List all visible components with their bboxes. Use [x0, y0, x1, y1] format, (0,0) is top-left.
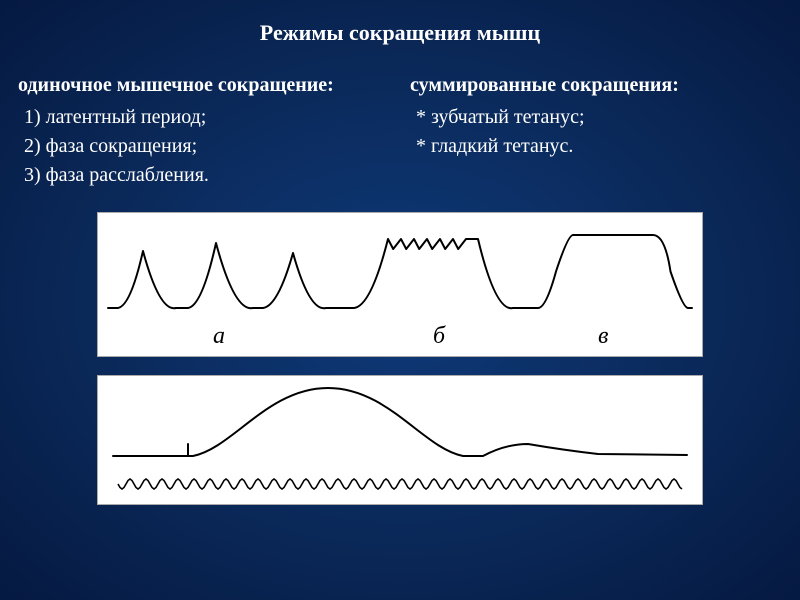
right-heading: суммированные сокращения: — [410, 74, 790, 97]
left-item-1: 1) латентный период; — [18, 103, 398, 132]
content-columns: одиночное мышечное сокращение: 1) латент… — [10, 74, 790, 190]
slide-title: Режимы сокращения мышц — [10, 20, 790, 46]
svg-text:а: а — [213, 323, 225, 349]
right-item-2: * гладкий тетанус. — [410, 132, 790, 161]
figure-2-single-twitch — [97, 375, 703, 505]
left-heading: одиночное мышечное сокращение: — [18, 74, 398, 97]
left-item-3: 3) фаза расслабления. — [18, 161, 398, 190]
left-column: одиночное мышечное сокращение: 1) латент… — [10, 74, 398, 190]
svg-text:в: в — [598, 323, 608, 349]
right-column: суммированные сокращения: * зубчатый тет… — [398, 74, 790, 190]
left-item-2: 2) фаза сокращения; — [18, 132, 398, 161]
right-item-1: * зубчатый тетанус; — [410, 103, 790, 132]
figures-container: а б в — [10, 212, 790, 505]
figure-1-contraction-modes: а б в — [97, 212, 703, 357]
svg-text:б: б — [433, 323, 446, 349]
